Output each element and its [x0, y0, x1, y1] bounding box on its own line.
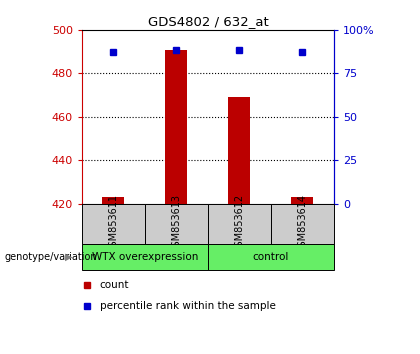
Text: ▶: ▶ — [65, 252, 73, 262]
Bar — [271, 204, 334, 244]
Text: GSM853613: GSM853613 — [171, 194, 181, 253]
Bar — [228, 97, 250, 204]
Bar — [82, 244, 208, 270]
Text: control: control — [253, 252, 289, 262]
Text: WTX overexpression: WTX overexpression — [92, 252, 198, 262]
Text: count: count — [100, 280, 129, 290]
Text: genotype/variation: genotype/variation — [4, 252, 97, 262]
Bar — [82, 204, 145, 244]
Text: GSM853611: GSM853611 — [108, 194, 118, 253]
Bar — [145, 204, 208, 244]
Bar — [165, 50, 187, 204]
Title: GDS4802 / 632_at: GDS4802 / 632_at — [147, 15, 268, 28]
Bar — [102, 197, 124, 204]
Bar — [208, 244, 334, 270]
Bar — [208, 204, 271, 244]
Bar — [291, 197, 313, 204]
Text: GSM853612: GSM853612 — [234, 194, 244, 253]
Text: percentile rank within the sample: percentile rank within the sample — [100, 301, 276, 312]
Text: GSM853614: GSM853614 — [297, 194, 307, 253]
